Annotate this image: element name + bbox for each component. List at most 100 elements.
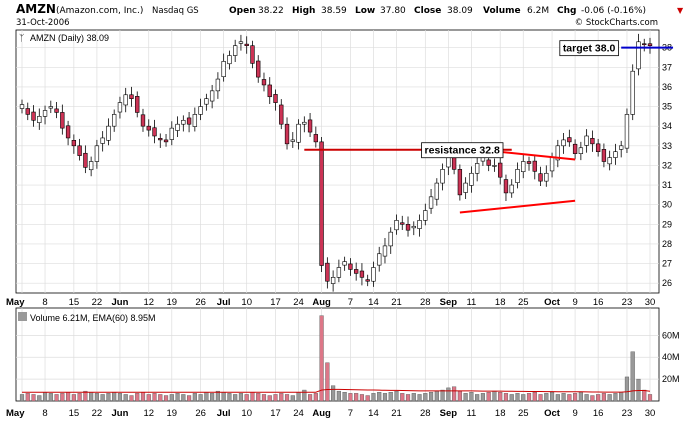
candle-body <box>290 139 295 142</box>
volume-bar <box>302 389 307 402</box>
candle-body <box>169 127 174 140</box>
candle <box>227 50 232 70</box>
candle-body <box>227 55 232 65</box>
candle-body <box>106 125 111 141</box>
candle <box>590 130 595 152</box>
candle-body <box>83 152 88 168</box>
x-tick-label: 24 <box>293 297 304 308</box>
volume-bar <box>382 393 388 402</box>
candle <box>411 221 416 236</box>
volume-bar <box>187 395 192 402</box>
candle-body <box>279 104 284 125</box>
volume-bar <box>181 394 186 402</box>
candle-body <box>601 149 607 162</box>
candle-body <box>636 41 641 70</box>
candle-body <box>325 262 330 282</box>
price-panel <box>15 29 660 294</box>
candle-body <box>267 84 272 98</box>
x-tick-label: 23 <box>622 297 633 308</box>
volume-bar <box>71 394 76 402</box>
candle-body <box>423 210 428 221</box>
volume-bar <box>619 392 624 402</box>
volume-bar <box>83 390 88 402</box>
price-ytick-label: 30 <box>662 200 672 210</box>
volume-bar <box>354 393 359 402</box>
candle-body <box>204 98 209 105</box>
volume-bar <box>578 392 583 402</box>
volume-bar <box>284 394 290 402</box>
candle <box>457 164 463 201</box>
candle <box>267 77 272 104</box>
candle <box>330 270 336 292</box>
candle-body <box>186 117 192 125</box>
candle-body <box>613 151 618 158</box>
candle <box>400 215 405 230</box>
volume-bar <box>89 392 94 402</box>
candle-body <box>221 61 226 78</box>
volume-value: 6.2M <box>527 6 549 16</box>
volume-bar <box>60 393 65 402</box>
volume-bar <box>607 394 612 402</box>
candle-body <box>503 179 509 194</box>
x-tick-label: 28 <box>420 408 431 419</box>
x-tick-label: 14 <box>368 297 379 308</box>
candle <box>158 133 163 148</box>
volume-bar <box>348 393 353 402</box>
volume-label: Volume <box>483 6 521 16</box>
volume-bar <box>492 390 497 402</box>
high-label: High <box>292 6 315 16</box>
candle <box>607 150 612 171</box>
volume-bar <box>544 393 549 402</box>
candle-body <box>544 172 549 182</box>
candle-body <box>572 143 578 154</box>
price-legend: AMZN (Daily) 38.09 <box>30 33 109 43</box>
candle-body <box>307 119 313 133</box>
chg-value: -0.06 (-0.16%) <box>581 6 646 16</box>
candle-body <box>538 173 543 182</box>
candle <box>423 203 428 226</box>
candle-body <box>434 182 439 200</box>
candle <box>353 262 359 281</box>
x-tick-label: Aug <box>312 408 331 419</box>
volume-bar <box>411 393 416 402</box>
volume-bar <box>37 395 42 402</box>
volume-bar <box>31 394 36 402</box>
x-tick-label: 8 <box>42 408 47 419</box>
price-ytick-label: 34 <box>662 121 672 131</box>
candle-body <box>273 94 278 103</box>
volume-bar <box>19 394 25 402</box>
volume-bar <box>417 394 422 402</box>
volume-bar <box>227 393 232 402</box>
candle-body <box>256 60 261 78</box>
candle-body <box>319 141 324 266</box>
volume-bar <box>480 393 485 402</box>
chg-label: Chg <box>557 6 576 16</box>
candle <box>325 257 330 289</box>
candle-body <box>377 253 382 266</box>
header-symbol: AMZN <box>16 2 56 16</box>
x-tick-label: 7 <box>348 408 353 419</box>
candle-body <box>88 161 94 171</box>
candle <box>37 108 42 130</box>
volume-bar <box>434 390 439 402</box>
candle <box>463 177 468 199</box>
candle <box>613 143 618 165</box>
candle-body <box>584 135 589 146</box>
candle <box>319 136 324 272</box>
candle <box>117 96 123 119</box>
low-label: Low <box>355 6 375 16</box>
volume-bar <box>342 392 347 402</box>
candle-body <box>140 114 146 127</box>
volume-bar <box>100 394 105 402</box>
candle-body <box>630 70 635 115</box>
candle <box>619 140 624 158</box>
candle <box>169 121 174 146</box>
volume-bar <box>163 395 169 402</box>
volume-bar <box>624 376 630 402</box>
candle-body <box>330 276 336 284</box>
x-tick-label: Jul <box>217 297 231 308</box>
candle <box>279 99 284 130</box>
candle <box>307 113 313 137</box>
volume-bar <box>158 394 163 402</box>
candle <box>498 155 503 185</box>
